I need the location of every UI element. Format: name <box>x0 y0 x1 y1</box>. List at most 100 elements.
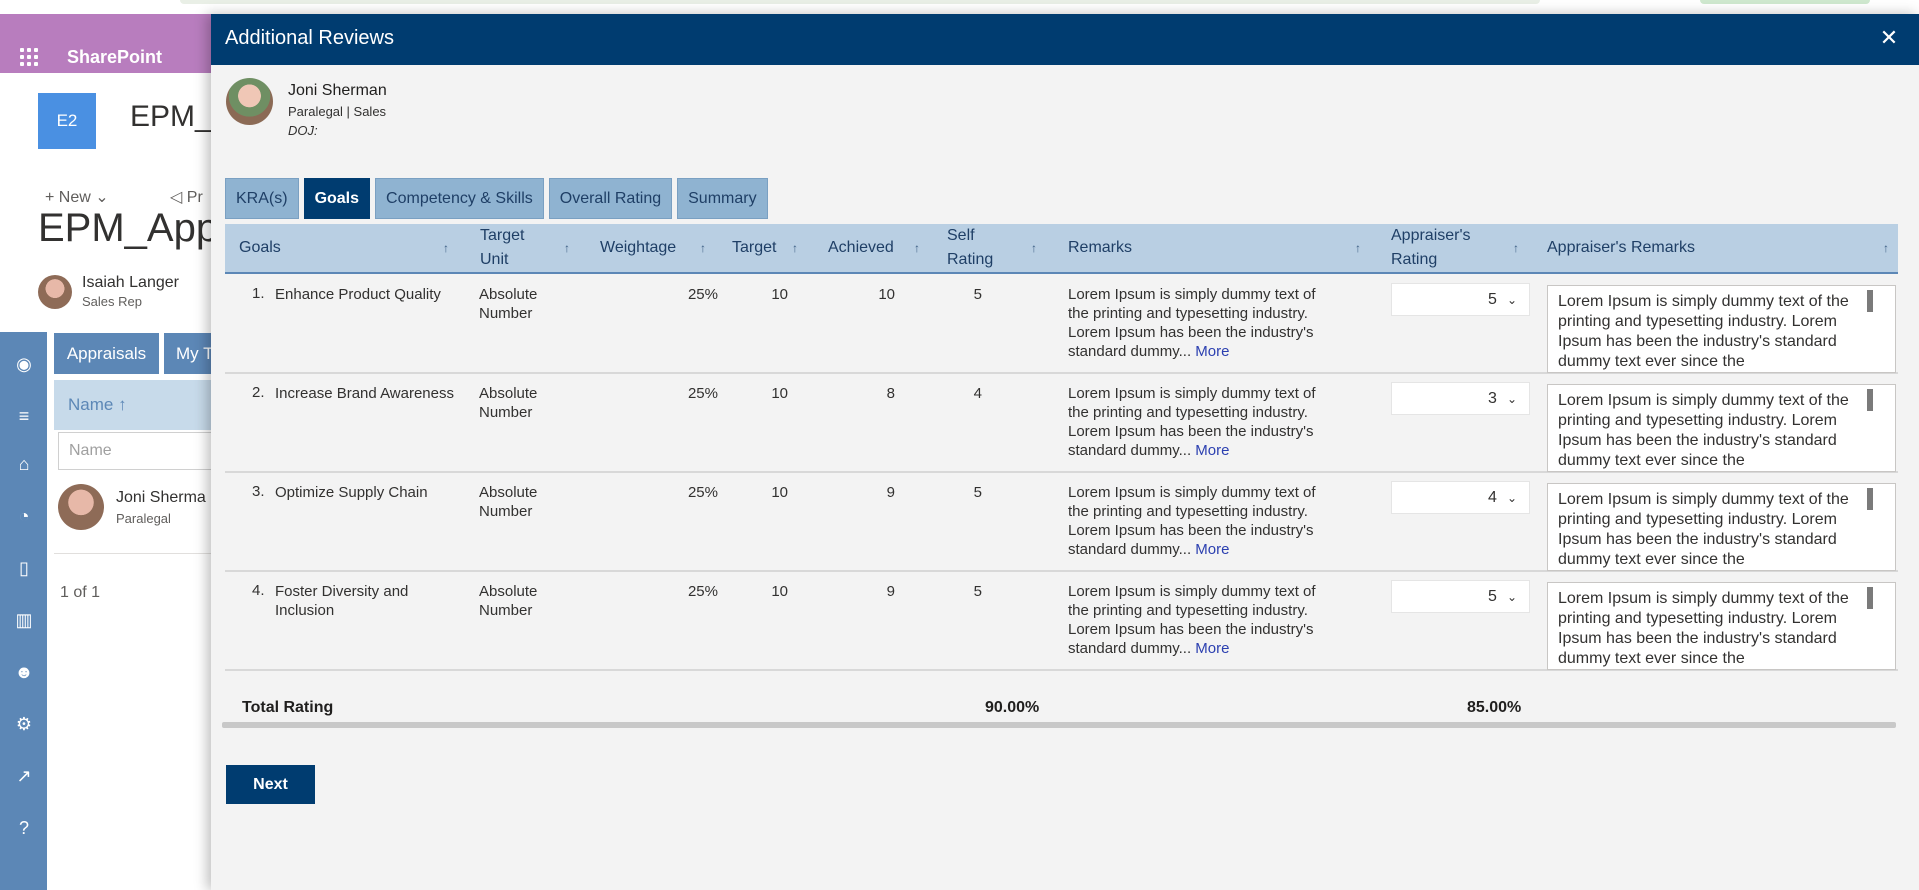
next-button[interactable]: Next <box>226 765 315 804</box>
column-header-remarks[interactable]: Remarks ↑ <box>1068 224 1368 272</box>
sort-arrow-icon[interactable]: ↑ <box>914 241 920 255</box>
name-filter-input[interactable]: Name <box>58 432 224 470</box>
settings-icon[interactable]: ⚙ <box>15 713 33 734</box>
appraiser-remarks-input[interactable]: Lorem Ipsum is simply dummy text of the … <box>1547 582 1896 670</box>
scrollbar[interactable] <box>1867 488 1873 510</box>
gauge-icon[interactable]: ◔ <box>18 505 30 526</box>
achieved-value: 9 <box>886 484 895 501</box>
panel-header: Additional Reviews ✕ <box>211 14 1919 65</box>
tab-kras[interactable]: KRA(s) <box>225 178 299 219</box>
user-circle-icon[interactable]: ◉ <box>16 353 32 374</box>
app-launcher-icon[interactable] <box>20 48 38 66</box>
more-link[interactable]: More <box>1195 442 1230 459</box>
sort-arrow-icon[interactable]: ↑ <box>1513 241 1519 255</box>
weightage: 25% <box>687 385 718 402</box>
column-header-weightage-label: Weightage <box>600 239 677 256</box>
more-link[interactable]: More <box>1195 640 1230 657</box>
close-icon[interactable]: ✕ <box>1879 25 1899 50</box>
self-rating: 5 <box>973 583 982 600</box>
tab-appraisals[interactable]: Appraisals <box>54 333 159 374</box>
tab-goals[interactable]: Goals <box>303 178 371 219</box>
column-header-appraiser-remarks-label: Appraiser's Remarks <box>1547 239 1695 256</box>
remarks-text: Lorem Ipsum is simply dummy text of the … <box>1068 385 1316 459</box>
remarks: Lorem Ipsum is simply dummy text of the … <box>1068 582 1338 658</box>
column-header-target-unit[interactable]: Target Unit ↑ <box>480 224 580 272</box>
remarks: Lorem Ipsum is simply dummy text of the … <box>1068 384 1338 460</box>
column-header-target-label: Target <box>732 239 777 256</box>
appraiser-rating-dropdown[interactable]: 5 ⌄ <box>1391 283 1530 316</box>
tab-summary[interactable]: Summary <box>677 178 768 219</box>
sort-arrow-icon[interactable]: ↑ <box>700 241 706 255</box>
appraiser-remarks-text: Lorem Ipsum is simply dummy text of the … <box>1558 293 1849 370</box>
chevron-down-icon: ⌄ <box>1506 589 1517 604</box>
new-command-label: New <box>58 189 91 206</box>
goal-number: 2. <box>252 384 265 401</box>
target-value: 10 <box>771 583 788 600</box>
new-command[interactable]: + New ⌄ <box>45 187 109 207</box>
total-appraiser-rating: 85.00% <box>1467 699 1522 716</box>
sort-arrow-icon[interactable]: ↑ <box>1355 241 1361 255</box>
site-logo[interactable]: E2 <box>38 93 96 149</box>
weightage: 25% <box>687 484 718 501</box>
goal-number: 1. <box>252 285 265 302</box>
appraiser-rating-dropdown[interactable]: 4 ⌄ <box>1391 481 1530 514</box>
avatar <box>58 484 104 530</box>
employee-doj: DOJ: <box>288 123 318 138</box>
horizontal-scrollbar[interactable] <box>222 722 1896 728</box>
more-link[interactable]: More <box>1195 343 1230 360</box>
appraiser-remarks-input[interactable]: Lorem Ipsum is simply dummy text of the … <box>1547 285 1896 373</box>
employee-role: Paralegal | Sales <box>288 104 387 119</box>
column-header-name[interactable]: Name ↑ <box>54 380 224 430</box>
appraiser-remarks-input[interactable]: Lorem Ipsum is simply dummy text of the … <box>1547 384 1896 472</box>
scrollbar[interactable] <box>1867 587 1873 609</box>
chevron-down-icon: ⌄ <box>95 189 109 206</box>
column-header-goals[interactable]: Goals ↑ <box>239 224 449 272</box>
more-link[interactable]: More <box>1195 541 1230 558</box>
sharepoint-brand[interactable]: SharePoint <box>67 47 163 67</box>
appraiser-rating-dropdown[interactable]: 3 ⌄ <box>1391 382 1530 415</box>
sort-arrow-icon[interactable]: ↑ <box>792 241 798 255</box>
remarks-text: Lorem Ipsum is simply dummy text of the … <box>1068 286 1316 360</box>
home-icon[interactable]: ⌂ <box>18 453 30 474</box>
self-rating: 4 <box>973 385 982 402</box>
sort-arrow-icon[interactable]: ↑ <box>564 241 570 255</box>
scrollbar[interactable] <box>1867 290 1873 312</box>
help-icon[interactable]: ? <box>18 817 29 838</box>
appraiser-rating-dropdown[interactable]: 5 ⌄ <box>1391 580 1530 613</box>
left-rail: ◉ ≡ ⌂ ◔ ▯ ▥ ☻ ⚙ ↗ ? <box>0 332 47 890</box>
chart-icon[interactable]: ▥ <box>15 609 33 630</box>
promote-command-label: Pr <box>186 189 203 206</box>
chevron-down-icon: ⌄ <box>1506 391 1517 406</box>
column-header-achieved-label: Achieved <box>828 239 894 256</box>
achieved-value: 10 <box>878 286 895 303</box>
people-icon[interactable]: ☻ <box>14 661 34 682</box>
appraiser-remarks-input[interactable]: Lorem Ipsum is simply dummy text of the … <box>1547 483 1896 571</box>
pager: 1 of 1 <box>60 584 101 601</box>
column-header-achieved[interactable]: Achieved ↑ <box>828 224 928 272</box>
sort-arrow-icon[interactable]: ↑ <box>1883 241 1889 255</box>
tab-competency-skills[interactable]: Competency & Skills <box>375 178 544 219</box>
page-heading: EPM_App <box>38 206 219 250</box>
column-header-weightage[interactable]: Weightage ↑ <box>600 224 720 272</box>
sort-arrow-icon[interactable]: ↑ <box>1031 241 1037 255</box>
column-header-self-rating[interactable]: Self Rating ↑ <box>947 224 1047 272</box>
self-rating: 5 <box>973 286 982 303</box>
target-unit: Absolute Number <box>479 583 538 619</box>
column-header-appraiser-remarks[interactable]: Appraiser's Remarks ↑ <box>1547 224 1892 272</box>
list-item[interactable]: Joni Sherma Paralegal <box>58 484 206 530</box>
address-bar-edge <box>180 0 1540 4</box>
scrollbar[interactable] <box>1867 389 1873 411</box>
column-header-appraiser-rating[interactable]: Appraiser's Rating ↑ <box>1391 224 1531 272</box>
target-unit: Absolute Number <box>479 286 538 322</box>
review-tabs: KRA(s) Goals Competency & Skills Overall… <box>225 178 768 219</box>
browser-button-edge <box>1700 0 1870 4</box>
tab-overall-rating[interactable]: Overall Rating <box>548 178 673 219</box>
menu-icon[interactable]: ≡ <box>18 405 30 426</box>
trend-icon[interactable]: ↗ <box>16 765 32 786</box>
column-header-self-rating-label: Self Rating <box>947 227 994 268</box>
document-icon[interactable]: ▯ <box>19 557 29 578</box>
column-header-target[interactable]: Target ↑ <box>732 224 812 272</box>
plus-icon: + <box>45 189 55 206</box>
sort-arrow-icon[interactable]: ↑ <box>443 241 449 255</box>
promote-command[interactable]: ◁ Pr <box>170 187 203 207</box>
